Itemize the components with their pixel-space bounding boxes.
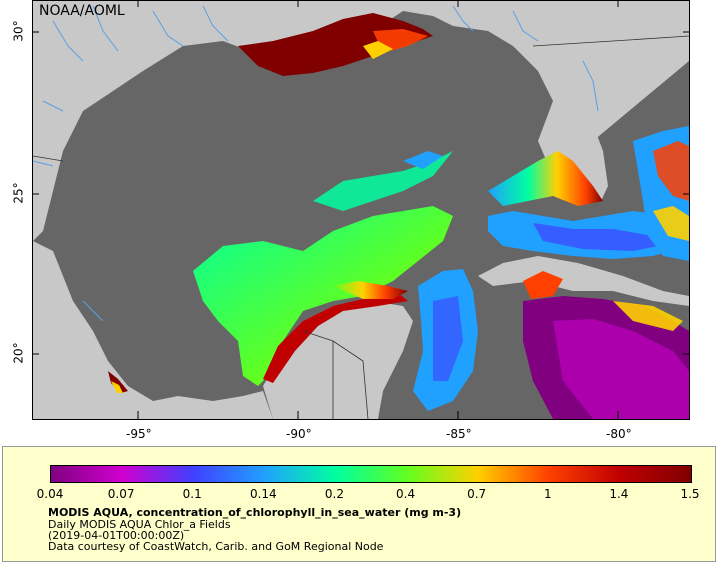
land-cuba — [478, 256, 689, 306]
colorbar-tick-label: 0.2 — [324, 487, 344, 501]
colorbar-tick-label: 0.7 — [467, 487, 487, 501]
lat-label-25: 25° — [11, 182, 26, 204]
chl-campeche-coast — [263, 293, 408, 383]
borders — [33, 35, 689, 419]
colorbar-tick-label: 0.04 — [36, 487, 64, 501]
chl-mexico-coast — [108, 371, 128, 393]
colorbar-tick-label: 0.4 — [396, 487, 416, 501]
colorbar — [50, 465, 692, 483]
chl-central-gulf — [193, 206, 453, 386]
legend-panel: 0.04 0.07 0.1 0.14 0.2 0.4 0.7 1 1.4 1.5 MODIS AQ… — [2, 446, 716, 562]
colorbar-tick-label: 0.07 — [107, 487, 135, 501]
colorbar-tick-label: 0.14 — [249, 487, 277, 501]
lon-label-85: -85° — [446, 427, 472, 441]
colorbar-tick-label: 1.4 — [609, 487, 629, 501]
lat-label-30: 30° — [11, 20, 26, 42]
colorbar-tick-label: 1.5 — [680, 487, 700, 501]
legend-date: (2019-04-01T00:00:00Z) — [48, 529, 185, 542]
map-ticks — [33, 1, 689, 419]
land-north-america — [33, 1, 689, 241]
colorbar-tick-label: 0.1 — [182, 487, 202, 501]
lat-label-20: 20° — [11, 342, 26, 364]
legend-subtitle: Daily MODIS AQUA Chlor_a Fields — [48, 518, 231, 531]
chl-louisiana-shelf — [238, 13, 433, 76]
land-mexico-west — [33, 241, 273, 419]
lon-label-95: -95° — [126, 427, 152, 441]
rivers — [33, 5, 599, 322]
lon-label-90: -90° — [286, 427, 312, 441]
legend-title: MODIS AQUA, concentration_of_chlorophyll… — [48, 506, 462, 519]
lon-label-80: -80° — [606, 427, 632, 441]
map-panel: NOAA/AOML — [32, 0, 690, 420]
chlorophyll-map — [33, 1, 689, 419]
legend-credit: Data courtesy of CoastWatch, Carib. and … — [48, 540, 384, 553]
map-attribution: NOAA/AOML — [39, 3, 125, 19]
chl-florida-shelf — [488, 151, 603, 206]
colorbar-tick-label: 1 — [543, 487, 552, 501]
